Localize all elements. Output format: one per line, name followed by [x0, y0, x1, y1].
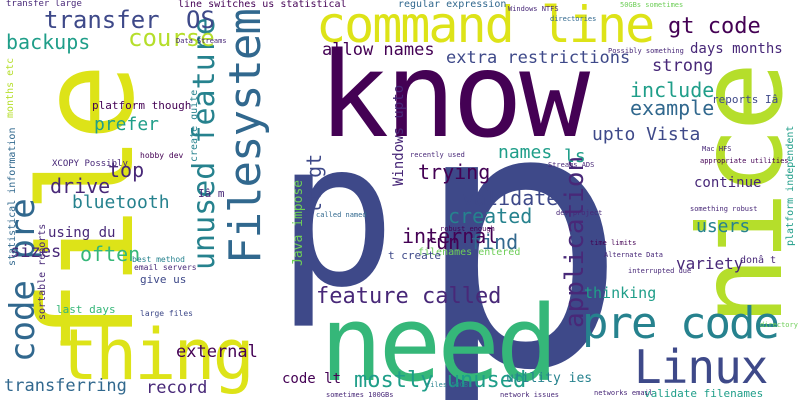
- word-something-robust: something robust: [690, 205, 758, 213]
- word-sortable-reports: sortable reports: [37, 223, 48, 320]
- word-transferring: transferring: [4, 376, 127, 396]
- word-line-switches: line switches us statistical: [178, 0, 347, 10]
- word-thing: thing: [56, 314, 255, 396]
- word-appropriate-utilities: appropriate utilities: [700, 157, 789, 165]
- word-internal: internal: [402, 224, 499, 248]
- word-extra-restrictions: extra restrictions: [446, 48, 631, 68]
- word-java-impose: Java impose: [291, 179, 306, 266]
- word-windows-ntfs: Windows NTFS: [508, 5, 559, 13]
- word-possibly-something: Possibly something: [608, 47, 684, 55]
- word-called-named: called named: [316, 211, 367, 219]
- word-alternate-data: Alternate Data: [604, 251, 664, 259]
- word-continue: continue: [694, 175, 762, 191]
- word-sometimes-100gbs: sometimes 100GBs: [326, 391, 394, 399]
- word-sizes: sizes: [10, 242, 62, 262]
- word-ls: ls: [564, 146, 586, 167]
- word-users: users: [696, 216, 751, 237]
- word-lt-gt: lt gt: [302, 153, 326, 214]
- word-allow-names: allow names: [322, 40, 435, 60]
- word-transfer: transfer: [44, 6, 160, 34]
- word-transfer-large: transfer large: [6, 0, 82, 9]
- word-regular-expression: regular expression: [398, 0, 507, 10]
- word-data-streams: Data Streams: [176, 37, 227, 45]
- word-command-line: command line: [316, 0, 655, 54]
- word-created: created: [448, 204, 533, 228]
- word-robust-enough: robust enough: [440, 225, 495, 233]
- word-os: OS: [186, 6, 215, 34]
- word-gt-code: gt code: [668, 14, 761, 39]
- word-application: application: [560, 155, 590, 328]
- word-reports-ia: reports Iâ: [712, 93, 779, 106]
- word-backups: backups: [6, 30, 91, 54]
- word-email-servers: email servers: [134, 263, 197, 272]
- word-hobby-dev: hobby dev: [140, 151, 184, 160]
- word-top: top: [108, 158, 145, 182]
- word-t-create: t create: [388, 249, 441, 262]
- word-interrupted-due: interrupted due: [628, 267, 692, 275]
- word-thinking: thinking: [584, 284, 657, 302]
- word-networks-email: networks email: [594, 389, 654, 397]
- word-days-months: days months: [690, 41, 783, 57]
- word-ia-m: Iâ m: [198, 187, 225, 200]
- word-files-50gbs: files 50GBs: [426, 381, 473, 389]
- word-include: include: [630, 78, 715, 102]
- word-record: record: [146, 378, 208, 398]
- word-statistical-information: statistical information: [7, 127, 18, 266]
- word-months-etc: months etc: [5, 57, 16, 118]
- word-p-large: p: [412, 30, 629, 400]
- word-names: names: [498, 142, 553, 163]
- word-drive: drive: [50, 174, 111, 198]
- word-streams-ads: Streams ADS: [548, 161, 595, 169]
- word-need: need: [320, 283, 558, 400]
- word-know: know: [318, 26, 590, 164]
- word-filenames-entered: filenames entered: [418, 247, 521, 258]
- word-bluetooth: bluetooth: [72, 192, 170, 213]
- word-linux: Linux: [634, 340, 768, 394]
- word-using-du: using du: [48, 225, 116, 241]
- word-windows-upto: Windows upto: [391, 84, 407, 186]
- word-filesystem: Filesystem: [220, 9, 271, 264]
- word-create-quite: create quite: [189, 89, 200, 162]
- word-directories: directories: [550, 15, 597, 23]
- word-directory: directory: [760, 321, 798, 329]
- word-p-medium: p: [276, 99, 396, 332]
- word-strong: strong: [652, 56, 714, 76]
- word-code-lt: code lt: [282, 371, 342, 387]
- word-example: example: [630, 96, 715, 120]
- word-prefer: prefer: [94, 114, 160, 135]
- word-mac-hfs: Mac HFS: [702, 145, 732, 153]
- word-find: find: [470, 230, 519, 254]
- word-pre-code: pre code: [582, 298, 780, 349]
- word-time-limits: time limits: [590, 239, 637, 247]
- word-last-days: last days: [56, 303, 116, 316]
- word-trying: trying: [418, 160, 491, 184]
- word-validate-filenames: validate filenames: [644, 387, 764, 400]
- word-best-method: best method: [132, 255, 185, 264]
- word-feature-called: feature called: [316, 284, 502, 309]
- word-mostly-unused: mostly unused: [354, 368, 527, 393]
- word-often: often: [80, 242, 141, 266]
- word-xcopy-possibly: XCOPY Possibly: [52, 159, 128, 169]
- word-validate: validate: [462, 186, 559, 210]
- word-course: course: [128, 24, 215, 52]
- word-recently-used: recently used: [410, 151, 465, 159]
- word-platform-independent: platform independent: [785, 125, 796, 246]
- word-variety: variety: [676, 254, 744, 273]
- word-network-issues: network issues: [500, 391, 560, 399]
- word-utility-ies: utility ies: [506, 371, 593, 386]
- word-upto-vista: upto Vista: [592, 124, 701, 145]
- word-50gbs-sometimes: 50GBs sometimes: [620, 1, 684, 9]
- word-dev-project: dev project: [556, 209, 603, 217]
- word-large-files: large files: [140, 309, 193, 318]
- word-give-us: give us: [140, 273, 187, 286]
- word-run: run: [424, 230, 461, 254]
- word-platform-though: platform though: [92, 99, 192, 112]
- word-dona-t: donâ t: [740, 255, 777, 266]
- word-external: external: [176, 342, 258, 362]
